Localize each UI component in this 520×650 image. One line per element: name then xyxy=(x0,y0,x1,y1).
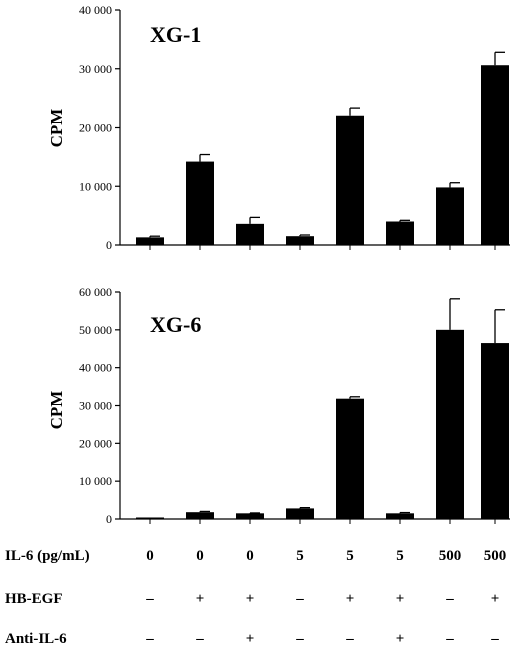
bar xyxy=(436,329,464,519)
y-tick-label: 0 xyxy=(106,238,112,252)
bar xyxy=(386,221,414,245)
condition-row-label: IL-6 (pg/mL) xyxy=(5,548,90,564)
y-tick-label: 0 xyxy=(106,512,112,526)
condition-cell: 0 xyxy=(146,548,154,564)
condition-cell: – xyxy=(295,631,304,647)
y-axis-label: CPM xyxy=(47,391,66,430)
bar xyxy=(186,512,214,519)
bar xyxy=(336,398,364,519)
condition-cell: – xyxy=(445,591,454,607)
condition-cell: + xyxy=(396,631,405,647)
chart-panels: 0 10 000 20 000 30 000 40 000 XG-1 CPM 0 10 000 2… xyxy=(47,3,510,526)
y-tick-label: 40 000 xyxy=(79,361,112,375)
condition-cell: 500 xyxy=(484,548,507,564)
condition-row: IL-6 (pg/mL) 0 0 0 5 5 5 500 500 xyxy=(5,548,506,564)
condition-cell: – xyxy=(145,631,154,647)
bar xyxy=(236,223,264,245)
condition-cell: – xyxy=(195,631,204,647)
condition-cell: + xyxy=(196,591,205,607)
bar xyxy=(436,187,464,245)
bar xyxy=(186,161,214,245)
y-tick-label: 50 000 xyxy=(79,323,112,337)
bar xyxy=(236,513,264,519)
condition-cell: 0 xyxy=(246,548,254,564)
condition-row: HB-EGF – + + – + + – + xyxy=(5,591,499,607)
bar xyxy=(286,508,314,519)
condition-cell: 5 xyxy=(296,548,304,564)
y-tick-label: 30 000 xyxy=(79,62,112,76)
chart-panel-2: 0 10 000 20 000 30 000 40 000 50 000 60 000 XG-… xyxy=(47,285,510,526)
condition-cell: 500 xyxy=(439,548,462,564)
bar xyxy=(136,237,164,245)
y-axis-label: CPM xyxy=(47,109,66,148)
condition-cell: + xyxy=(491,591,500,607)
bar xyxy=(481,343,509,519)
condition-cell: + xyxy=(246,591,255,607)
condition-cell: – xyxy=(295,591,304,607)
condition-cell: 0 xyxy=(196,548,204,564)
condition-row-label: Anti-IL-6 xyxy=(5,631,67,647)
chart-panel-1: 0 10 000 20 000 30 000 40 000 XG-1 CPM xyxy=(47,3,510,252)
condition-cell: 5 xyxy=(396,548,404,564)
y-tick-label: 20 000 xyxy=(79,121,112,135)
bar xyxy=(286,236,314,245)
condition-cell: 5 xyxy=(346,548,354,564)
condition-cell: – xyxy=(445,631,454,647)
y-tick-label: 40 000 xyxy=(79,3,112,17)
condition-cell: – xyxy=(345,631,354,647)
condition-row-label: HB-EGF xyxy=(5,591,63,607)
condition-cell: – xyxy=(490,631,499,647)
y-tick-label: 10 000 xyxy=(79,474,112,488)
y-tick-label: 10 000 xyxy=(79,179,112,193)
condition-cell: – xyxy=(145,591,154,607)
bar xyxy=(481,65,509,245)
panel-title: XG-6 xyxy=(150,312,201,337)
bar xyxy=(336,115,364,245)
y-tick-label: 30 000 xyxy=(79,399,112,413)
bar xyxy=(136,517,164,519)
condition-cell: + xyxy=(246,631,255,647)
panel-title: XG-1 xyxy=(150,22,201,47)
y-tick-label: 20 000 xyxy=(79,436,112,450)
condition-cell: + xyxy=(346,591,355,607)
y-tick-label: 60 000 xyxy=(79,285,112,299)
condition-cell: + xyxy=(396,591,405,607)
condition-row: Anti-IL-6 – – + – – + – – xyxy=(5,631,499,647)
bar xyxy=(386,513,414,519)
